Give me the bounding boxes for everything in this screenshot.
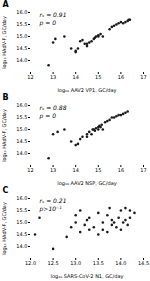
svg-text:15.0: 15.0 [16,219,27,225]
svg-text:14.5: 14.5 [138,260,149,266]
svg-text:14: 14 [73,167,79,173]
svg-text:log₁₀ HAdV-F, GC/day: log₁₀ HAdV-F, GC/day [1,202,8,255]
svg-text:13: 13 [50,74,56,80]
svg-text:12.5: 12.5 [48,260,59,266]
svg-text:14.5: 14.5 [16,45,27,51]
svg-text:log₁₀ AAV2 NSP, GC/day: log₁₀ AAV2 NSP, GC/day [57,180,116,187]
svg-text:14.0: 14.0 [16,57,27,63]
svg-text:13.5: 13.5 [93,260,104,266]
svg-text:p = 0: p = 0 [39,112,57,120]
svg-text:12: 12 [27,74,33,80]
svg-text:log₁₀ HAdV-F, GC/day: log₁₀ HAdV-F, GC/day [1,16,8,69]
svg-text:17: 17 [140,167,146,173]
svg-text:15.5: 15.5 [16,114,27,120]
svg-text:log₁₀ SARS-CoV-2 N1, GC/day: log₁₀ SARS-CoV-2 N1, GC/day [51,273,124,280]
svg-text:14.0: 14.0 [16,243,27,249]
svg-text:14.0: 14.0 [16,150,27,156]
svg-text:p>10⁻¹: p>10⁻¹ [39,205,63,213]
svg-text:16: 16 [118,74,124,80]
svg-text:14: 14 [73,74,79,80]
svg-text:17: 17 [140,74,146,80]
svg-text:13.0: 13.0 [70,260,81,266]
svg-text:rₛ = 0.91: rₛ = 0.91 [40,11,67,18]
svg-text:B: B [3,93,9,102]
svg-text:12: 12 [27,167,33,173]
svg-text:log₁₀ HAdV-F, GC/day: log₁₀ HAdV-F, GC/day [1,109,8,162]
svg-text:13: 13 [50,167,56,173]
svg-text:14.0: 14.0 [115,260,126,266]
svg-text:15.0: 15.0 [16,33,27,39]
svg-text:12.0: 12.0 [25,260,36,266]
svg-text:rₛ = 0.21: rₛ = 0.21 [40,197,67,204]
svg-text:15.5: 15.5 [16,21,27,27]
svg-text:log₁₀ AAV2 VP1, GC/day: log₁₀ AAV2 VP1, GC/day [57,87,116,94]
svg-text:p = 0: p = 0 [39,19,57,27]
svg-text:C: C [3,186,9,195]
svg-text:16.0: 16.0 [16,102,27,108]
svg-text:A: A [3,0,10,9]
svg-text:16.0: 16.0 [16,195,27,201]
svg-text:15: 15 [95,74,101,80]
svg-text:14.5: 14.5 [16,231,27,237]
svg-text:15.5: 15.5 [16,207,27,213]
svg-text:16.0: 16.0 [16,9,27,15]
svg-text:15: 15 [95,167,101,173]
svg-text:16: 16 [118,167,124,173]
svg-text:15.0: 15.0 [16,126,27,132]
svg-text:rₛ = 0.88: rₛ = 0.88 [40,104,67,111]
svg-text:14.5: 14.5 [16,138,27,144]
